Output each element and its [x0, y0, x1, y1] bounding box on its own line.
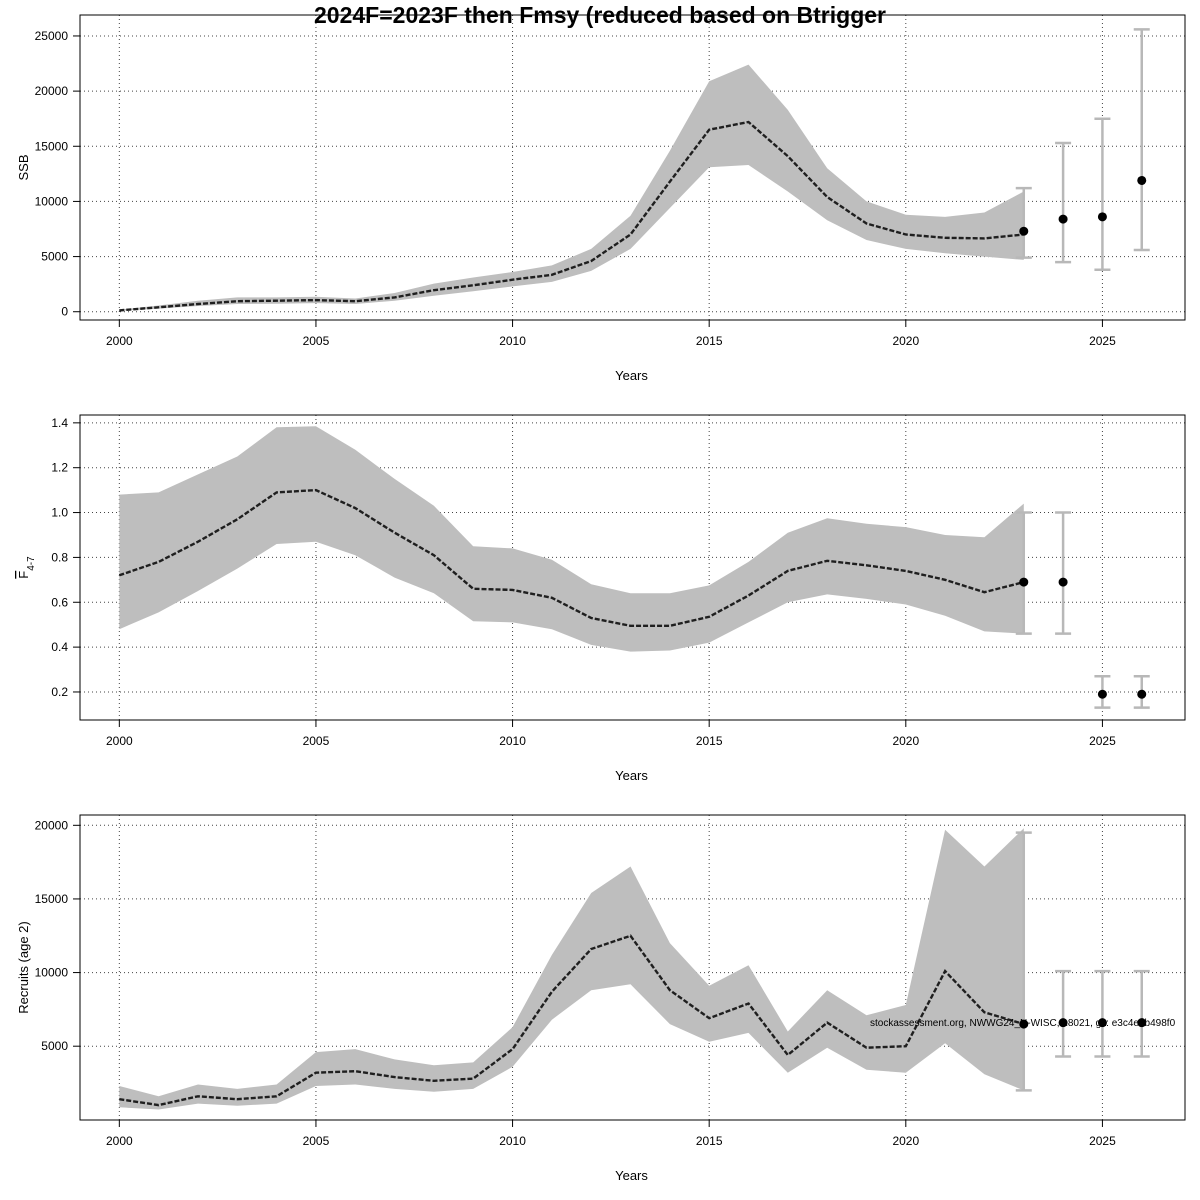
x-tick-label: 2000	[106, 1134, 133, 1148]
y-tick-label: 1.2	[51, 461, 68, 475]
x-tick-label: 2015	[696, 1134, 723, 1148]
forecast-point	[1137, 1018, 1147, 1028]
credit-text: stockassessment.org, NWWG24_N-WISC, 1802…	[870, 1018, 1176, 1029]
forecast-point	[1019, 226, 1029, 236]
y-tick-label: 10000	[35, 194, 69, 208]
plot-frame	[79, 814, 1186, 1121]
y-tick-label: 20000	[35, 818, 69, 832]
forecast-point	[1019, 1019, 1029, 1029]
forecast-point	[1097, 1018, 1107, 1028]
estimate-line	[119, 934, 1025, 1107]
x-tick-label: 2020	[892, 334, 919, 348]
forecast-point	[1097, 212, 1107, 222]
plot-frame	[79, 414, 1186, 721]
confidence-band	[119, 64, 1024, 311]
y-axis-label: Recruits (age 2)	[16, 921, 31, 1013]
x-tick-label: 2015	[696, 334, 723, 348]
y-tick-label: 15000	[35, 139, 69, 153]
y-tick-label: 0	[61, 305, 68, 319]
y-tick-label: 1.4	[51, 416, 68, 430]
forecast-point	[1137, 175, 1147, 185]
panel-recruits: 2000 2005 2010 2015 2020 2025 5000 10000 15000 20…	[16, 814, 1186, 1183]
x-tick-label: 2000	[106, 334, 133, 348]
chart-title: 2024F=2023F then Fmsy (reduced based on …	[314, 2, 886, 28]
plot-frame	[79, 14, 1186, 321]
estimate-line	[119, 120, 1024, 312]
x-tick-label: 2005	[303, 334, 330, 348]
x-tick-label: 2005	[303, 734, 330, 748]
forecast-point	[1019, 577, 1029, 587]
forecast-point	[1058, 577, 1068, 587]
x-axis-label: Years	[615, 1168, 648, 1183]
panel-fbar: 2000 2005 2010 2015 2020 2025 0.2 0.4 0.6 0.8 1.0 1…	[16, 414, 1186, 783]
x-tick-label: 2020	[892, 1134, 919, 1148]
forecast-point	[1058, 214, 1068, 224]
y-axis-label: F4-7	[16, 556, 37, 579]
y-tick-label: 0.6	[51, 595, 68, 609]
y-tick-label: 20000	[35, 84, 69, 98]
x-tick-label: 2010	[499, 1134, 526, 1148]
x-tick-label: 2015	[696, 734, 723, 748]
y-axis-label: SSB	[16, 154, 31, 180]
y-tick-label: 0.2	[51, 685, 68, 699]
forecast-point	[1097, 689, 1107, 699]
x-tick-label: 2025	[1089, 734, 1116, 748]
y-tick-label: 10000	[35, 966, 69, 980]
x-tick-label: 2025	[1089, 1134, 1116, 1148]
y-tick-label: 15000	[35, 892, 69, 906]
x-axis-label: Years	[615, 368, 648, 383]
confidence-band	[119, 426, 1024, 652]
x-tick-label: 2010	[499, 734, 526, 748]
forecast-point	[1058, 1018, 1068, 1028]
x-tick-label: 2020	[892, 734, 919, 748]
x-tick-label: 2025	[1089, 334, 1116, 348]
y-tick-label: 25000	[35, 29, 69, 43]
forecast-point	[1137, 689, 1147, 699]
y-tick-label: 1.0	[51, 506, 68, 520]
x-axis-label: Years	[615, 768, 648, 783]
y-tick-label: 5000	[41, 1039, 68, 1053]
y-tick-label: 5000	[41, 250, 68, 264]
x-tick-label: 2000	[106, 734, 133, 748]
x-tick-label: 2010	[499, 334, 526, 348]
y-tick-label: 0.4	[51, 640, 68, 654]
estimate-line	[118, 488, 1025, 627]
panel-ssb: 2000 2005 2010 2015 2020 2025 0 5000 10000 15000 2…	[16, 14, 1186, 383]
y-tick-label: 0.8	[51, 550, 68, 564]
x-tick-label: 2005	[303, 1134, 330, 1148]
